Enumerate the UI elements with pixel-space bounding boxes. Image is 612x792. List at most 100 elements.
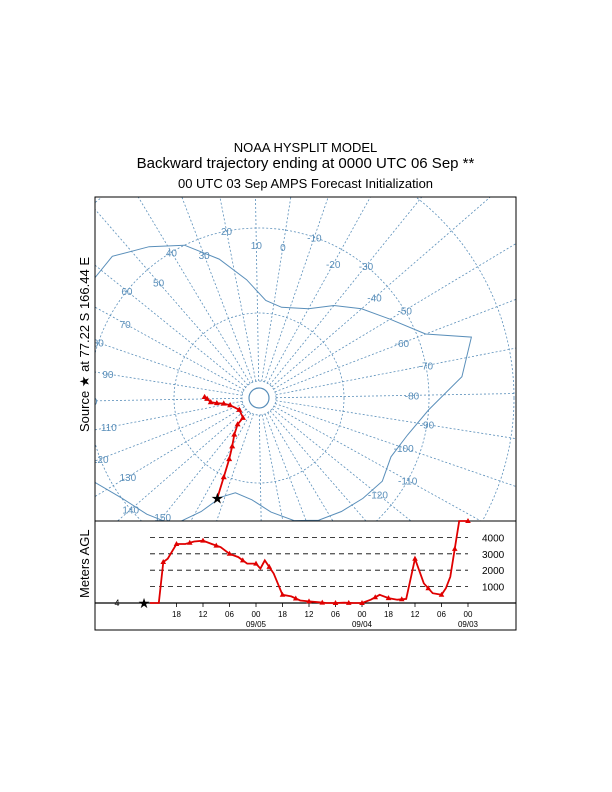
height-marker bbox=[438, 591, 445, 597]
meridian-line bbox=[274, 298, 516, 393]
meridian-labels: 0 -10 -20 -30 -40 -50 -60 -70 -80 -90 -100 -110 -120… bbox=[81, 227, 435, 564]
height-marker bbox=[385, 595, 392, 601]
height-marker bbox=[359, 600, 365, 605]
meridian-line bbox=[95, 341, 244, 393]
meridian-label: -80 bbox=[405, 391, 420, 402]
meridian-label: 150 bbox=[154, 513, 171, 524]
xtick-label: 06 bbox=[331, 610, 340, 619]
height-ylabel: Meters AGL bbox=[77, 529, 92, 598]
height-gridlines: 1000 2000 3000 4000 bbox=[150, 533, 505, 594]
meridian-line bbox=[95, 406, 245, 498]
date-label: 09/05 bbox=[246, 620, 267, 629]
chart-title: Backward trajectory ending at 0000 UTC 0… bbox=[136, 155, 475, 172]
meridian-label: 0 bbox=[280, 243, 286, 254]
meridian-line bbox=[158, 410, 249, 521]
meridian-line bbox=[261, 197, 292, 382]
meridian-label: -10 bbox=[307, 233, 322, 244]
xtick-label: 18 bbox=[172, 610, 181, 619]
height-marker bbox=[173, 540, 180, 546]
meridian-line bbox=[190, 412, 252, 521]
meridian-label: -140 bbox=[328, 525, 348, 536]
xtick-label: 00 bbox=[358, 610, 367, 619]
height-marker bbox=[213, 542, 220, 548]
meridian-label: 10 bbox=[251, 241, 263, 252]
antarctic-coastline bbox=[95, 244, 473, 521]
latitude-circle bbox=[95, 197, 515, 521]
trajectory-line bbox=[204, 396, 245, 499]
source-label: Source ★ at 77.22 S 166.44 E bbox=[77, 257, 92, 432]
xtick-label: 00 bbox=[252, 610, 261, 619]
meridian-line bbox=[255, 197, 260, 382]
xtick-label: 00 bbox=[464, 610, 473, 619]
height-marker bbox=[253, 560, 259, 566]
meridian-line bbox=[275, 400, 516, 440]
meridian-label: 60 bbox=[121, 287, 133, 298]
height-marker bbox=[160, 559, 167, 564]
source-star: ★ bbox=[211, 490, 224, 507]
meridian-line bbox=[274, 403, 516, 487]
meridian-line bbox=[95, 208, 249, 386]
trajectory-marker bbox=[234, 421, 241, 427]
meridian-label: -90 bbox=[420, 421, 435, 432]
trajectory-marker bbox=[201, 393, 208, 400]
trajectory-marker bbox=[231, 431, 238, 437]
meridian-label: -60 bbox=[395, 339, 410, 350]
meridian-line bbox=[275, 393, 516, 399]
trajectory-height-line: ★ bbox=[138, 518, 471, 611]
ytick-label: 3000 bbox=[482, 550, 505, 561]
height-marker bbox=[319, 599, 326, 605]
meridian-label: -150 bbox=[310, 553, 330, 564]
meridian-label: -30 bbox=[359, 262, 374, 273]
meridian-line bbox=[273, 405, 482, 521]
height-marker bbox=[345, 599, 352, 605]
meridian-line bbox=[273, 243, 516, 390]
date-label: 09/03 bbox=[458, 620, 479, 629]
xtick-label: 06 bbox=[225, 610, 234, 619]
meridian-label: 20 bbox=[221, 227, 233, 238]
height-marker bbox=[266, 563, 273, 569]
height-marker bbox=[372, 594, 379, 600]
meridian-label: 70 bbox=[120, 320, 132, 331]
meridian-label: -50 bbox=[397, 306, 412, 317]
trajectory-marker bbox=[229, 443, 236, 449]
source-star-height: ★ bbox=[138, 595, 151, 611]
height-marker bbox=[186, 539, 193, 545]
latitude-circle bbox=[241, 380, 277, 416]
meridian-line bbox=[266, 197, 371, 384]
height-marker bbox=[226, 550, 233, 556]
meridian-label: 80 bbox=[93, 339, 105, 350]
ytick-label: 4000 bbox=[482, 533, 505, 544]
trajectory-marker bbox=[239, 414, 246, 420]
meridian-line bbox=[95, 400, 243, 431]
trajectory-marker bbox=[226, 455, 233, 462]
meridian-line bbox=[95, 371, 243, 396]
ytick-label: 1000 bbox=[482, 583, 505, 594]
meridian-label: 100 bbox=[81, 397, 98, 408]
height-marker bbox=[239, 557, 246, 563]
meridian-label: 30 bbox=[199, 251, 211, 262]
meridian-line bbox=[269, 197, 423, 386]
height-frame bbox=[94, 520, 517, 631]
height-panel: 1000 2000 3000 4000 4 18 12 06 00 18 12 06 00 18 12 06… bbox=[77, 518, 517, 631]
meridian-label: -110 bbox=[398, 476, 418, 487]
height-marker bbox=[465, 518, 471, 523]
latitude-circles bbox=[95, 197, 515, 521]
height-marker bbox=[412, 555, 418, 561]
height-marker bbox=[425, 585, 432, 591]
meridian-line bbox=[219, 197, 257, 382]
meridian-line bbox=[95, 403, 244, 462]
trajectory-marker bbox=[236, 406, 243, 412]
trajectory-marker bbox=[220, 400, 227, 406]
meridian-label: -20 bbox=[326, 260, 341, 271]
meridian-line bbox=[271, 197, 491, 388]
meridian-label: 50 bbox=[153, 279, 165, 290]
height-marker bbox=[279, 591, 286, 597]
trajectory-path-map: ★ bbox=[201, 393, 246, 507]
trajectory-marker bbox=[220, 474, 227, 480]
xtick-label: 18 bbox=[384, 610, 393, 619]
height-marker bbox=[306, 598, 312, 604]
trajectory-marker bbox=[227, 401, 234, 408]
meridian-line bbox=[275, 347, 516, 396]
date-label: 09/04 bbox=[352, 620, 373, 629]
